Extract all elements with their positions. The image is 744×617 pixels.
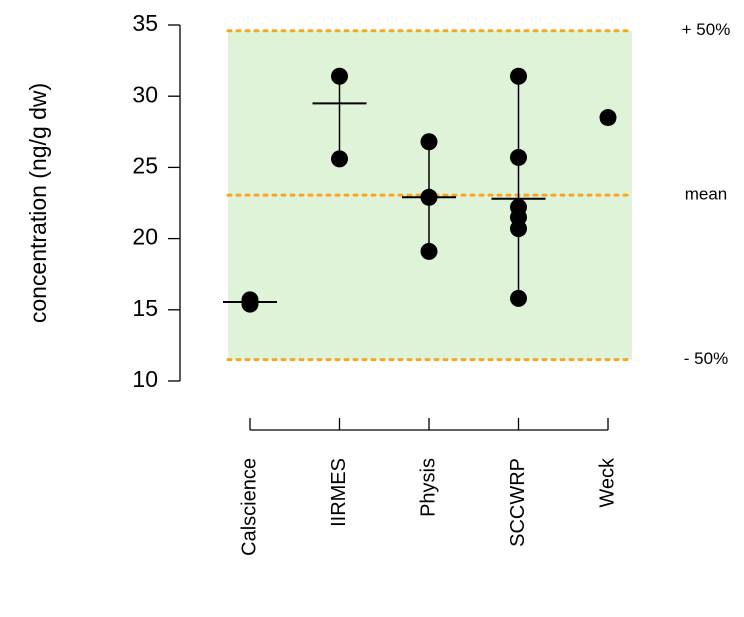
data-point: [331, 67, 348, 85]
x-tick-label: Weck: [596, 457, 618, 508]
reference-label: + 50%: [682, 20, 731, 39]
x-tick-label: SCCWRP: [507, 458, 529, 547]
data-point: [510, 220, 527, 238]
reference-label: mean: [685, 185, 728, 204]
y-tick-label: 20: [132, 224, 158, 250]
data-point: [420, 188, 438, 206]
y-tick-label: 30: [132, 81, 158, 107]
y-tick-label: 15: [132, 295, 158, 321]
data-point: [331, 150, 348, 168]
data-point: [420, 242, 438, 260]
y-tick-label: 10: [132, 366, 158, 392]
data-point: [599, 109, 617, 127]
x-tick-label: IIRMES: [328, 458, 350, 527]
y-tick-label: 35: [132, 10, 158, 36]
data-point: [510, 67, 527, 85]
y-tick-label: 25: [132, 152, 158, 178]
data-point: [510, 148, 527, 166]
y-axis-label: concentration (ng/g dw): [25, 83, 51, 323]
x-tick-label: Physis: [417, 458, 439, 517]
data-point: [420, 133, 438, 151]
x-tick-label: Calscience: [238, 458, 260, 556]
data-point: [241, 295, 259, 313]
reference-label: - 50%: [684, 349, 728, 368]
data-point: [510, 289, 527, 307]
